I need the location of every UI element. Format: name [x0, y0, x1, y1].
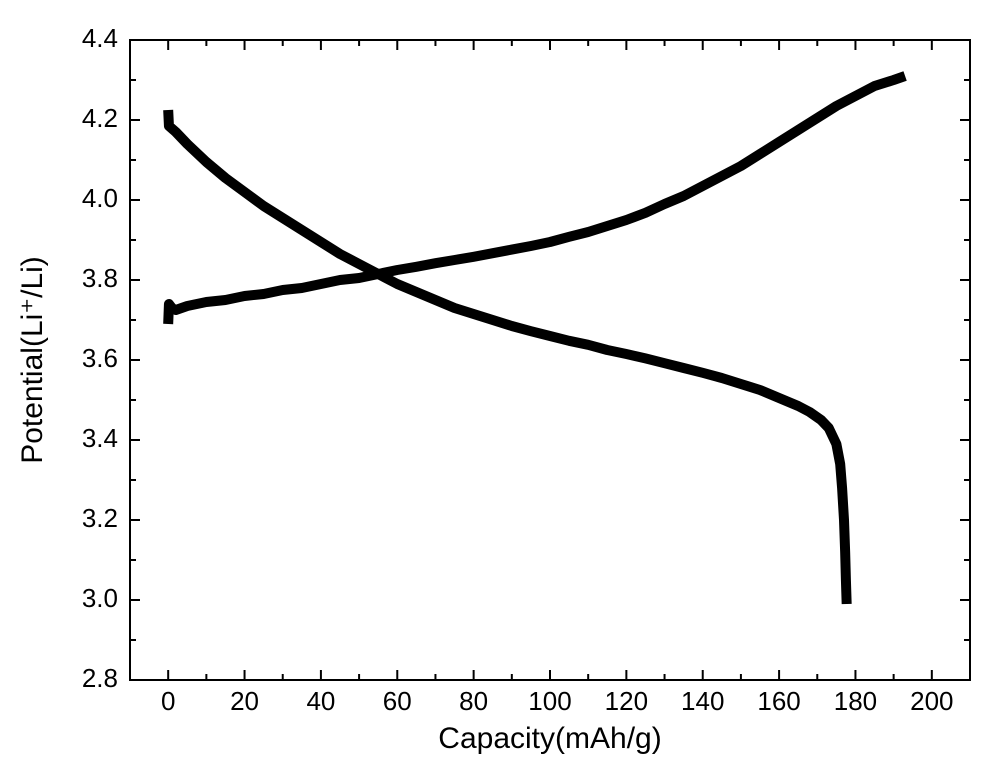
y-tick-label: 2.8	[82, 663, 118, 693]
y-tick-label: 3.4	[82, 423, 118, 453]
x-tick-label: 180	[834, 686, 877, 716]
x-tick-label: 0	[161, 686, 175, 716]
x-tick-label: 100	[528, 686, 571, 716]
y-tick-label: 3.6	[82, 343, 118, 373]
x-tick-label: 20	[230, 686, 259, 716]
y-tick-label: 3.2	[82, 503, 118, 533]
x-axis-title: Capacity(mAh/g)	[438, 722, 661, 755]
line-chart: 0 20 40 60 80 100 120 140 160 180 200 2.8 3.0 3.2 3.4 3…	[0, 0, 1000, 769]
x-tick-label: 160	[757, 686, 800, 716]
y-axis-title: Potential(Li⁺/Li)	[16, 256, 49, 464]
x-tick-label: 60	[383, 686, 412, 716]
chart-container: 0 20 40 60 80 100 120 140 160 180 200 2.8 3.0 3.2 3.4 3…	[0, 0, 1000, 769]
y-tick-label: 4.2	[82, 103, 118, 133]
x-tick-label: 120	[605, 686, 648, 716]
x-tick-label: 140	[681, 686, 724, 716]
series-charge	[168, 76, 905, 324]
x-tick-label: 200	[910, 686, 953, 716]
y-tick-label: 3.8	[82, 263, 118, 293]
x-tick-label: 40	[306, 686, 335, 716]
y-tick-label: 3.0	[82, 583, 118, 613]
y-tick-label: 4.0	[82, 183, 118, 213]
series-discharge	[168, 110, 846, 604]
y-tick-label: 4.4	[82, 23, 118, 53]
x-tick-label: 80	[459, 686, 488, 716]
